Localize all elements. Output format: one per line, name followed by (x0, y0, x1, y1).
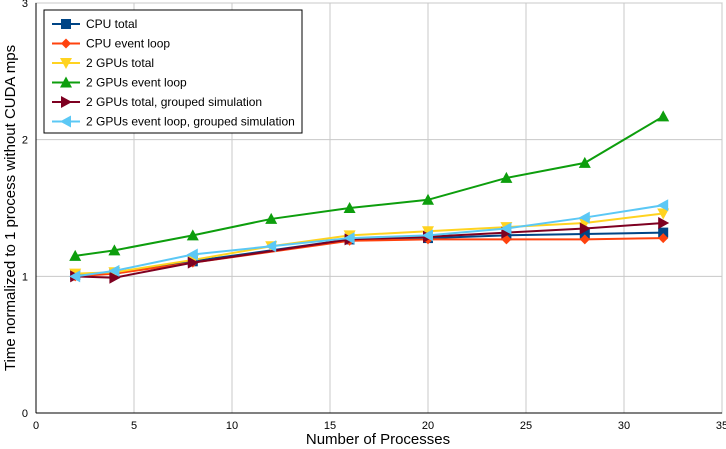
legend-entry: CPU event loop (86, 37, 170, 51)
marker-triangle-left (578, 211, 590, 224)
marker-triangle-up (343, 202, 356, 213)
marker-square (61, 19, 71, 29)
marker-triangle-right (579, 222, 591, 235)
x-tick-label: 0 (33, 420, 39, 432)
marker-triangle-up (500, 171, 513, 183)
marker-triangle-left (60, 115, 71, 128)
marker-square (658, 227, 669, 238)
series-line (75, 237, 664, 278)
legend-entry: 2 GPUs total (86, 56, 154, 70)
marker-triangle-left (343, 232, 355, 245)
y-tick-label: 0 (22, 408, 28, 420)
x-tick-label: 5 (131, 420, 137, 432)
legend-entry: 2 GPUs total, grouped simulation (86, 95, 262, 109)
x-tick-label: 10 (226, 420, 238, 432)
legend-entry: CPU total (86, 17, 137, 31)
x-tick-label: 30 (618, 420, 630, 432)
marker-triangle-left (265, 240, 277, 253)
marker-triangle-left (108, 264, 120, 277)
x-axis-label: Number of Processes (306, 431, 450, 448)
x-tick-label: 15 (324, 420, 336, 432)
marker-triangle-up (69, 249, 82, 261)
y-axis-label: Time normalized to 1 process without CUD… (2, 45, 19, 371)
series-6 (69, 199, 669, 283)
marker-triangle-up (108, 244, 121, 256)
marker-triangle-down (657, 208, 670, 220)
marker-diamond (61, 38, 71, 49)
y-tick-label: 1 (22, 271, 28, 283)
marker-triangle-up (186, 229, 199, 241)
marker-triangle-up (578, 156, 591, 168)
series-line (75, 222, 664, 279)
y-tick-label: 2 (22, 135, 28, 147)
series-4 (69, 110, 670, 261)
legend: CPU total CPU event loop 2 GPUs total 2 GPU… (43, 9, 303, 134)
marker-square (579, 228, 590, 239)
marker-triangle-up (657, 110, 670, 122)
legend-entry: 2 GPUs event loop, grouped simulation (86, 115, 295, 129)
x-tick-label: 20 (422, 420, 434, 432)
marker-diamond (579, 234, 590, 245)
marker-triangle-right (109, 271, 121, 284)
marker-triangle-up (265, 212, 278, 224)
x-tick-label: 25 (520, 420, 532, 432)
marker-diamond (658, 233, 669, 244)
x-tick-label: 35 (716, 420, 726, 432)
marker-triangle-left (69, 270, 81, 283)
marker-triangle-right (658, 217, 670, 230)
legend-entry: 2 GPUs event loop (86, 76, 187, 90)
marker-triangle-left (422, 229, 433, 242)
marker-triangle-left (657, 199, 669, 212)
marker-triangle-right (187, 256, 199, 269)
marker-triangle-right (61, 96, 72, 108)
legend-box (43, 9, 303, 134)
marker-triangle-down (422, 226, 434, 238)
y-tick-label: 3 (22, 0, 28, 10)
marker-triangle-up (422, 193, 434, 205)
marker-triangle-left (500, 222, 512, 235)
marker-triangle-left (186, 248, 198, 261)
marker-triangle-down (60, 58, 72, 69)
marker-triangle-up (60, 76, 72, 88)
